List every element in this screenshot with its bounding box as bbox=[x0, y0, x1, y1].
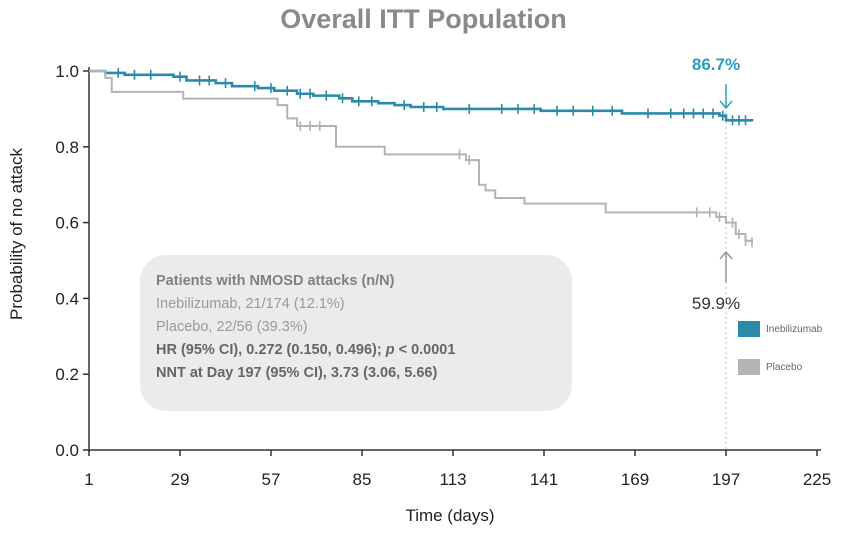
legend: Inebilizumab Placebo bbox=[738, 321, 822, 397]
placebo-value-label: 59.9% bbox=[691, 294, 741, 313]
y-tick-label: 0.0 bbox=[55, 441, 79, 460]
y-tick-label: 0.8 bbox=[55, 138, 79, 157]
y-tick-label: 0.6 bbox=[55, 214, 79, 233]
x-tick-label: 29 bbox=[171, 470, 190, 489]
legend-item-inebilizumab: Inebilizumab bbox=[738, 321, 822, 337]
p-value: < 0.0001 bbox=[394, 342, 456, 358]
chart-title: Overall ITT Population bbox=[280, 4, 567, 34]
placebo-survival-curve bbox=[89, 70, 753, 243]
y-tick-label: 1.0 bbox=[55, 62, 79, 81]
attacks-summary-box: Patients with NMOSD attacks (n/N) Inebil… bbox=[140, 255, 572, 411]
x-axis-label: Time (days) bbox=[405, 506, 495, 525]
y-tick-label: 0.2 bbox=[55, 365, 79, 384]
y-axis-label: Probability of no attack bbox=[7, 148, 26, 320]
legend-label-inebilizumab: Inebilizumab bbox=[766, 323, 823, 335]
inebilizumab-value-label: 86.7% bbox=[691, 55, 741, 74]
x-tick-label: 197 bbox=[712, 470, 740, 489]
summary-inebilizumab: Inebilizumab, 21/174 (12.1%) bbox=[156, 296, 345, 312]
legend-label-placebo: Placebo bbox=[766, 361, 803, 373]
x-tick-label: 225 bbox=[803, 470, 831, 489]
x-tick-label: 57 bbox=[262, 470, 281, 489]
x-tick-label: 141 bbox=[530, 470, 558, 489]
inebilizumab-arrow-head bbox=[719, 100, 733, 110]
inebilizumab-survival-curve bbox=[89, 69, 754, 122]
legend-item-placebo: Placebo bbox=[738, 359, 822, 375]
y-tick-label: 0.4 bbox=[55, 289, 79, 308]
placebo-arrow-head bbox=[719, 250, 733, 260]
summary-nnt: NNT at Day 197 (95% CI), 3.73 (3.06, 5.6… bbox=[156, 365, 438, 381]
x-tick-label: 169 bbox=[621, 470, 649, 489]
hr-prefix: HR (95% CI), 0.272 (0.150, 0.496); bbox=[156, 342, 386, 358]
summary-heading: Patients with NMOSD attacks (n/N) bbox=[156, 273, 395, 289]
p-symbol: p bbox=[385, 342, 395, 358]
summary-placebo: Placebo, 22/56 (39.3%) bbox=[156, 319, 308, 335]
x-tick-label: 1 bbox=[84, 470, 93, 489]
legend-swatch-placebo bbox=[738, 359, 760, 375]
x-tick-label: 85 bbox=[353, 470, 372, 489]
legend-swatch-inebilizumab bbox=[738, 321, 760, 337]
x-tick-label: 113 bbox=[439, 470, 466, 489]
summary-hazard-ratio: HR (95% CI), 0.272 (0.150, 0.496); p < 0… bbox=[156, 339, 556, 362]
